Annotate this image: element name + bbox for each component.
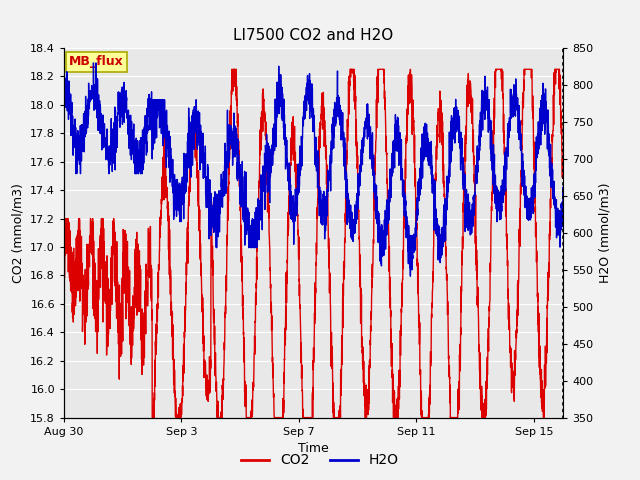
Y-axis label: CO2 (mmol/m3): CO2 (mmol/m3) — [12, 183, 24, 283]
Legend: CO2, H2O: CO2, H2O — [236, 448, 404, 473]
Text: MB_flux: MB_flux — [69, 55, 124, 68]
Title: LI7500 CO2 and H2O: LI7500 CO2 and H2O — [234, 28, 394, 43]
X-axis label: Time: Time — [298, 442, 329, 455]
Y-axis label: H2O (mmol/m3): H2O (mmol/m3) — [599, 182, 612, 283]
